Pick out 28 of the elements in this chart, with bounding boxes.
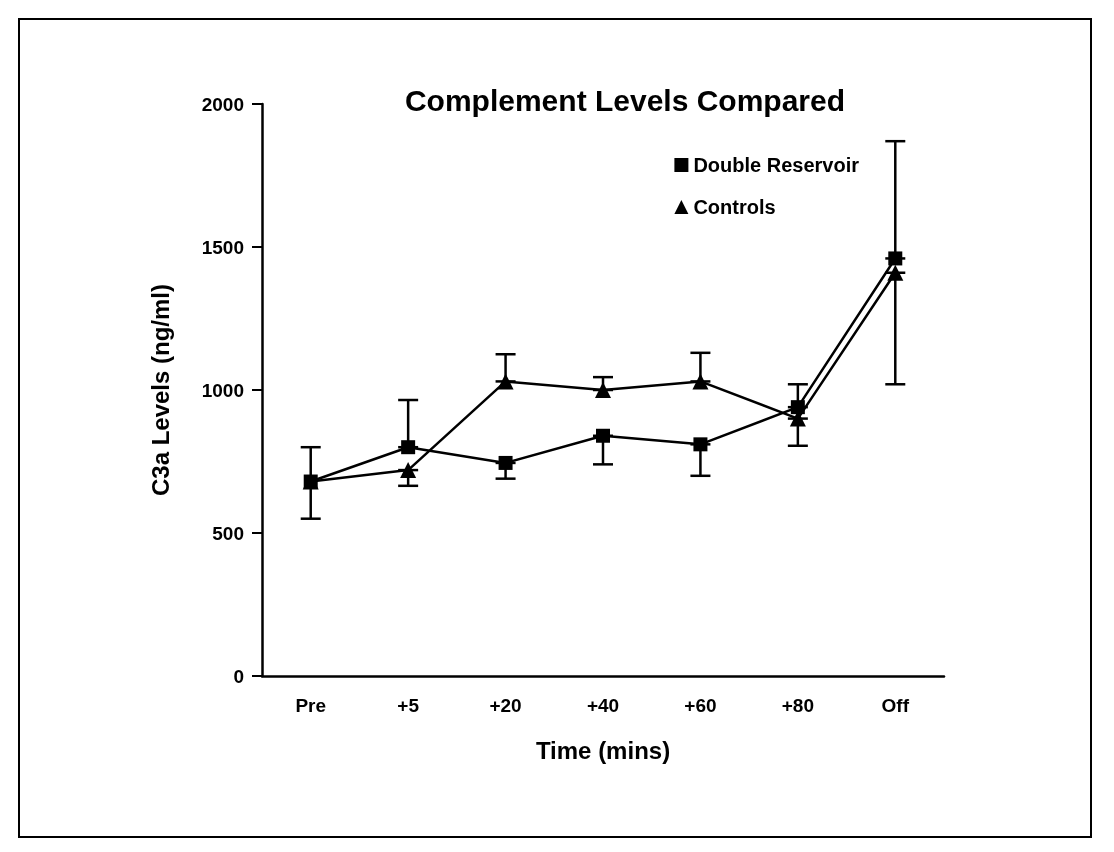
x-tick-label: +40 xyxy=(586,695,620,716)
y-tick-label: 2000 xyxy=(201,93,244,115)
point xyxy=(596,428,610,443)
point xyxy=(498,455,513,470)
point xyxy=(888,251,903,266)
point xyxy=(595,382,611,398)
x-tick-label: Pre xyxy=(295,695,327,716)
y-tick-label: 0 xyxy=(233,665,244,687)
x-axis-title: Time (mins) xyxy=(535,736,671,764)
y-tick-label: 1000 xyxy=(201,379,244,401)
point xyxy=(400,462,417,479)
point xyxy=(497,373,514,390)
x-tick-label: +20 xyxy=(489,695,522,716)
point xyxy=(401,440,416,455)
y-axis-title: C3a Levels (ng/ml) xyxy=(146,283,174,497)
point xyxy=(693,437,708,452)
x-tick-label: +5 xyxy=(397,695,420,716)
chart-title: Complement Levels Compared xyxy=(404,83,846,117)
point xyxy=(692,373,709,390)
point xyxy=(790,400,805,415)
y-tick-label: 500 xyxy=(212,522,244,544)
point xyxy=(887,264,904,281)
x-tick-label: Off xyxy=(881,695,910,716)
x-tick-label: +80 xyxy=(781,695,814,716)
legend-label: Controls xyxy=(693,196,776,218)
y-tick-label: 1500 xyxy=(201,236,244,258)
x-tick-label: +60 xyxy=(684,695,717,716)
legend-label: Double Reservoir xyxy=(693,154,860,176)
